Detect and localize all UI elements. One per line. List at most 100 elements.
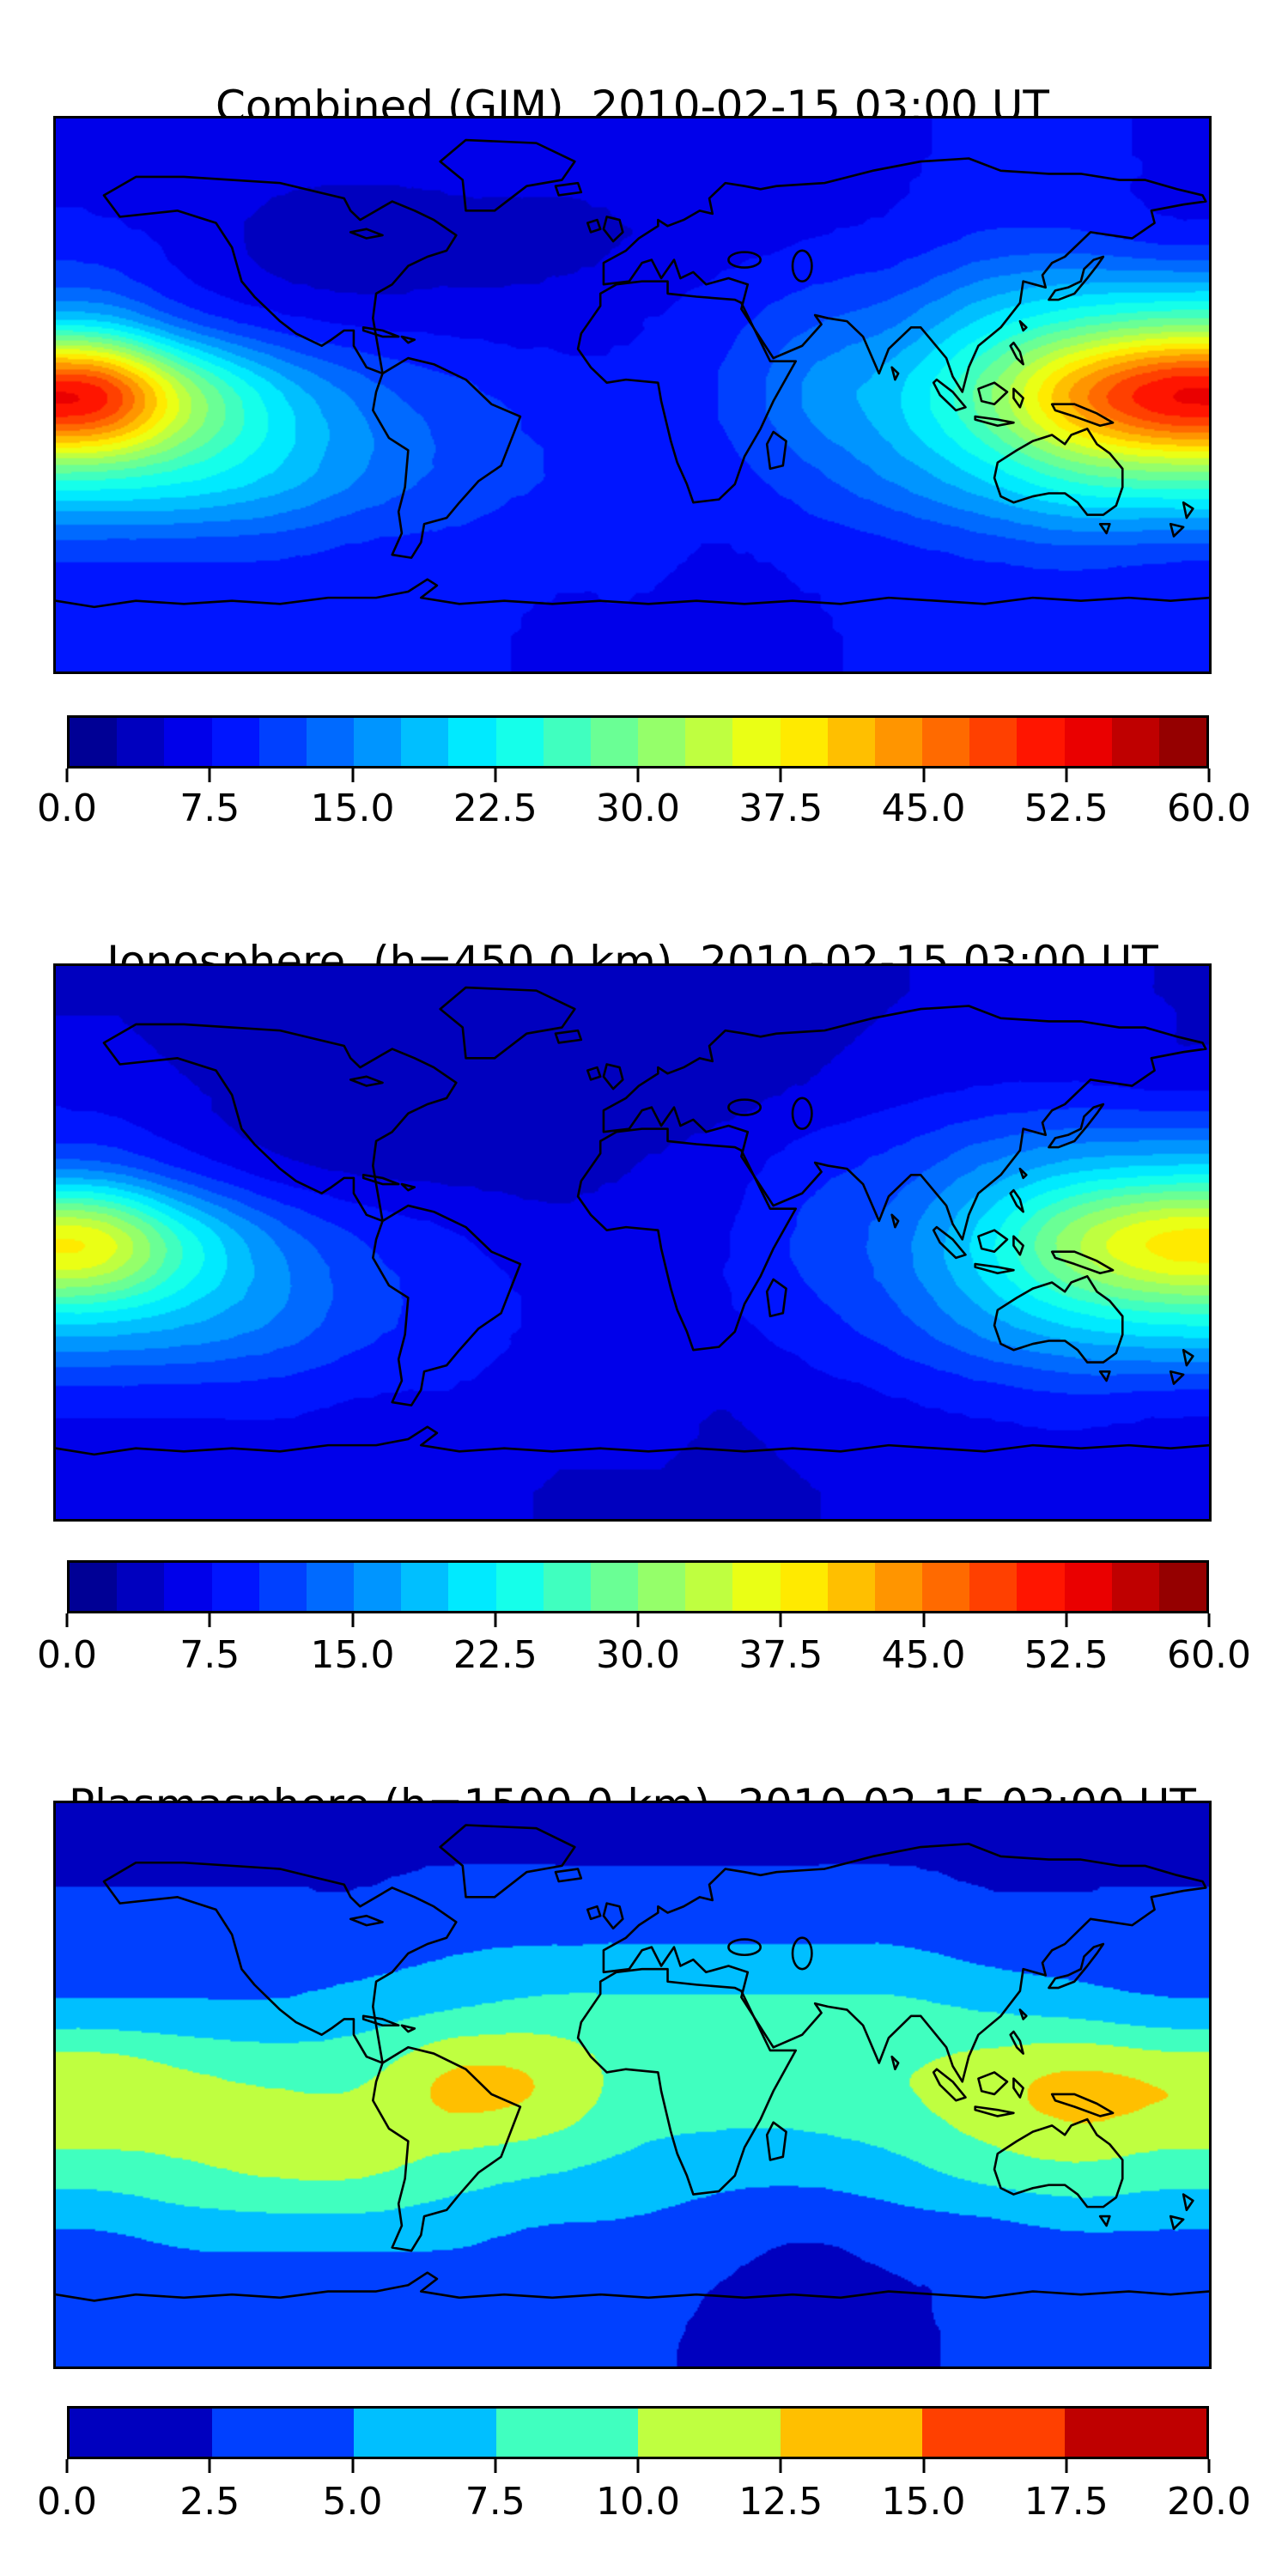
colorbar-tick xyxy=(494,2459,497,2473)
colorbar-segment xyxy=(70,2409,212,2457)
colorbar-tick xyxy=(1065,769,1068,782)
colorbar-segment xyxy=(827,1563,875,1611)
colorbar-segment xyxy=(495,1563,544,1611)
colorbar-ionosphere xyxy=(65,1560,1211,1627)
colorbar-tick xyxy=(779,2459,782,2473)
colorbar-tick-labels: 0.0 2.5 5.0 7.5 10.0 12.5 15.0 17.5 20.0 xyxy=(37,2480,1251,2526)
colorbar-tick xyxy=(65,2459,69,2473)
colorbar-segment xyxy=(922,1563,970,1611)
colorbar-tick xyxy=(208,769,211,782)
colorbar-segment xyxy=(1111,718,1159,766)
colorbar-tick-label: 37.5 xyxy=(738,787,823,830)
colorbar-tick xyxy=(636,1613,640,1627)
colorbar-segment xyxy=(969,1563,1018,1611)
colorbar-tick-label: 0.0 xyxy=(37,787,97,830)
colorbar-tick xyxy=(636,769,640,782)
colorbar-segment xyxy=(780,1563,828,1611)
colorbar-tick-label: 5.0 xyxy=(322,2480,383,2524)
colorbar-tick xyxy=(65,1613,69,1627)
colorbar-tick-label: 7.5 xyxy=(179,1633,240,1677)
colorbar-tick-label: 17.5 xyxy=(1024,2480,1109,2524)
colorbar-tick-label: 45.0 xyxy=(881,787,966,830)
coastlines xyxy=(56,966,1209,1519)
heatmap-canvas xyxy=(56,966,1209,1519)
colorbar-segment xyxy=(685,1563,733,1611)
colorbar-segment xyxy=(780,718,828,766)
colorbar-tick-label: 20.0 xyxy=(1167,2480,1251,2524)
colorbar-segment xyxy=(732,718,781,766)
map-ionosphere xyxy=(53,963,1212,1522)
colorbar-segment xyxy=(638,1563,686,1611)
colorbar-tick-label: 10.0 xyxy=(596,2480,680,2524)
colorbar-segment xyxy=(1064,2409,1206,2457)
colorbar-tick-label: 15.0 xyxy=(310,1633,395,1677)
colorbar-segment xyxy=(543,1563,591,1611)
colorbar-segment xyxy=(969,718,1018,766)
colorbar-tick-label: 12.5 xyxy=(738,2480,823,2524)
colorbar-segment xyxy=(827,718,875,766)
colorbar-tick-label: 2.5 xyxy=(179,2480,240,2524)
colorbar-segment xyxy=(495,2409,638,2457)
colorbar-tick xyxy=(922,2459,925,2473)
colorbar-tick xyxy=(494,1613,497,1627)
colorbar-segment xyxy=(685,718,733,766)
colorbar-combined xyxy=(65,715,1211,782)
colorbar-tick xyxy=(636,2459,640,2473)
colorbar-tick xyxy=(494,769,497,782)
colorbar-segment xyxy=(211,718,259,766)
colorbar-tick-label: 30.0 xyxy=(596,787,680,830)
colorbar-segment xyxy=(164,718,212,766)
colorbar-segment xyxy=(258,1563,307,1611)
colorbar-strip xyxy=(67,2406,1209,2459)
colorbar-segment xyxy=(211,1563,259,1611)
colorbar-segment xyxy=(354,1563,402,1611)
colorbar-tick xyxy=(208,2459,211,2473)
colorbar-segment xyxy=(874,1563,923,1611)
colorbar-segment xyxy=(1158,718,1207,766)
map-plasmasphere xyxy=(53,1801,1212,2369)
colorbar-segment xyxy=(1158,1563,1207,1611)
colorbar-tick xyxy=(1207,1613,1211,1627)
colorbar-segment xyxy=(590,1563,639,1611)
colorbar-tick xyxy=(65,769,69,782)
colorbar-segment xyxy=(448,1563,496,1611)
colorbar-segment xyxy=(1017,718,1065,766)
colorbar-segment xyxy=(590,718,639,766)
colorbar-tick xyxy=(922,769,925,782)
colorbar-tick xyxy=(208,1613,211,1627)
colorbar-segment xyxy=(164,1563,212,1611)
colorbar-tick xyxy=(779,1613,782,1627)
colorbar-tick-label: 7.5 xyxy=(465,2480,526,2524)
colorbar-segment xyxy=(211,2409,354,2457)
colorbar-segment xyxy=(638,2409,781,2457)
colorbar-tick-label: 15.0 xyxy=(881,2480,966,2524)
colorbar-tick-label: 30.0 xyxy=(596,1633,680,1677)
heatmap-canvas xyxy=(56,118,1209,671)
colorbar-segment xyxy=(874,718,923,766)
colorbar-tick xyxy=(922,1613,925,1627)
colorbar-tick xyxy=(351,1613,354,1627)
colorbar-segment xyxy=(117,1563,165,1611)
colorbar-segment xyxy=(117,718,165,766)
colorbar-tick xyxy=(1065,2459,1068,2473)
colorbar-segment xyxy=(401,1563,449,1611)
colorbar-tick xyxy=(351,2459,354,2473)
colorbar-tick xyxy=(779,769,782,782)
colorbar-segment xyxy=(543,718,591,766)
colorbar-segment xyxy=(306,1563,355,1611)
colorbar-tick-labels: 0.0 7.5 15.0 22.5 30.0 37.5 45.0 52.5 60.0 xyxy=(37,787,1251,833)
colorbar-tick-label: 0.0 xyxy=(37,2480,97,2524)
colorbar-segment xyxy=(306,718,355,766)
colorbar-tick-labels: 0.0 7.5 15.0 22.5 30.0 37.5 45.0 52.5 60.0 xyxy=(37,1633,1251,1680)
colorbar-segment xyxy=(732,1563,781,1611)
colorbar-tick-label: 52.5 xyxy=(1024,1633,1109,1677)
colorbar-tick-label: 45.0 xyxy=(881,1633,966,1677)
colorbar-segment xyxy=(638,718,686,766)
colorbar-segment xyxy=(70,718,118,766)
colorbar-segment xyxy=(922,2409,1065,2457)
heatmap-canvas xyxy=(56,1803,1209,2366)
colorbar-tick-label: 60.0 xyxy=(1167,787,1251,830)
colorbar-tick xyxy=(1207,2459,1211,2473)
colorbar-tick-label: 60.0 xyxy=(1167,1633,1251,1677)
colorbar-segment xyxy=(258,718,307,766)
